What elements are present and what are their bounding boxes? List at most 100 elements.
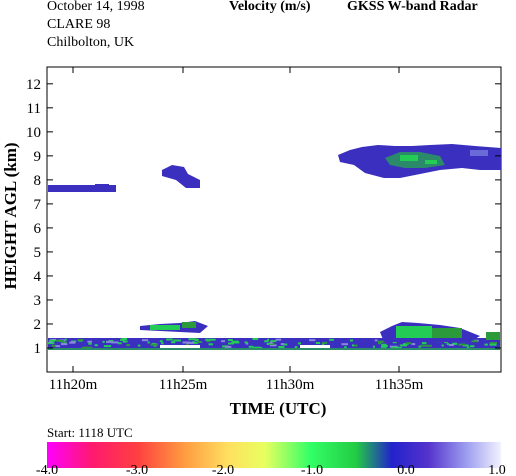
location-label: Chilbolton, UK [47,35,135,50]
echo-boundary-speckle [426,344,432,347]
y-tick-label: 10 [26,125,41,141]
echo-boundary-speckle [278,346,285,348]
echo-boundary-speckle [269,341,273,344]
echo-boundary-speckle [275,338,282,341]
y-tick-label: 6 [34,221,42,237]
instrument-title: GKSS W-band Radar [347,0,478,14]
colorbar-tick-label: 0.0 [397,463,415,476]
echo-boundary-speckle [126,344,130,347]
echo-boundary-speckle [252,338,259,340]
colorbar-ticks: -4.0 -3.0 -2.0 -1.0 0.0 1.0 [36,463,506,476]
echo-boundary-speckle [252,346,260,349]
echo-boundary-speckle [380,345,387,348]
echo-ground-line [48,348,500,350]
echo-boundary-speckle [161,342,164,345]
echo-boundary-speckle [489,342,497,345]
echo-boundary-speckle [267,338,270,341]
y-tick-label: 3 [34,293,42,309]
echo-boundary-speckle [122,340,128,343]
echo-boundary-speckle [206,340,211,343]
echo-shallow-cloud-3 [486,332,500,340]
echo-boundary-speckle [48,342,55,345]
echo-boundary-speckle [171,341,175,344]
echo-boundary-speckle [173,339,182,342]
echo-gap [300,345,330,348]
echo-boundary-speckle [444,341,448,344]
echo-boundary-speckle [315,342,321,344]
echo-boundary-speckle [64,338,67,341]
echo-boundary-speckle [117,342,122,345]
echo-boundary-speckle [208,343,214,346]
echo-boundary-speckle [462,344,469,347]
echo-boundary-speckle [392,341,397,344]
echo-boundary-speckle [137,344,141,347]
echo-boundary-speckle [399,344,407,347]
echo-cirrus-left [48,185,116,192]
echo-boundary-speckle [448,344,454,346]
echo-boundary-speckle [61,343,68,346]
echo-boundary-speckle [232,341,240,344]
echo-boundary-speckle [256,346,263,349]
echo-boundary-speckle [378,342,382,345]
echo-boundary-speckle [264,340,269,343]
echo-boundary-speckle [81,346,87,349]
echo-boundary-speckle [147,341,150,344]
echo-boundary-speckle [269,344,277,347]
y-tick-label: 2 [34,317,42,333]
echo-boundary-speckle [182,341,190,344]
echo-boundary-speckle [70,341,75,344]
echo-boundary-speckle [85,346,93,349]
echo-boundary-speckle [344,346,347,349]
colorbar-tick-label: -1.0 [301,463,323,476]
echo-cloud-upper-light [470,150,488,156]
echo-boundary-speckle [466,346,470,349]
echo-cloud-upper-green [400,155,418,161]
colorbar-tick-label: -2.0 [212,463,234,476]
echo-boundary-speckle [294,346,298,349]
echo-boundary-speckle [103,345,112,348]
echo-boundary-speckle [196,341,203,343]
echo-boundary-speckle [205,338,209,341]
echo-boundary-speckle [55,345,61,348]
echo-boundary-speckle [248,345,254,348]
echo-shallow-cloud-1-core [150,325,180,330]
echo-boundary-speckle [56,339,60,342]
x-tick-label: 11h25m [159,377,208,393]
echo-boundary-speckle [266,343,270,345]
echo-boundary-speckle [329,338,334,341]
echo-boundary-speckle [349,339,354,342]
echo-cirrus-left-top [95,184,109,186]
echo-cloud-mid [162,165,200,188]
echo-boundary-speckle [228,342,234,345]
echo-boundary-speckle [49,339,55,342]
echo-boundary-speckle [297,342,301,345]
echo-boundary-speckle [418,345,422,348]
echo-boundary-speckle [227,339,233,341]
echo-boundary-speckle [58,340,64,342]
echo-boundary-speckle [188,338,197,341]
y-tick-label: 7 [34,197,42,213]
echo-shallow-cloud-1-core2 [182,322,196,328]
echo-shallow-cloud-2-core2 [432,328,462,338]
x-tick-label: 11h20m [49,377,98,393]
echo-boundary-speckle [194,339,199,341]
echo-boundary-speckle [106,340,111,343]
y-tick-label: 11 [27,101,41,117]
echo-boundary-speckle [405,342,411,345]
echo-boundary-speckle [141,339,149,342]
echo-boundary-speckle [374,339,378,342]
echo-boundary-speckle [411,343,416,346]
echo-boundary-speckle [484,343,488,346]
start-time-label: Start: 1118 UTC [47,425,133,440]
echo-boundary-speckle [471,340,478,343]
x-tick-label: 11h35m [375,377,424,393]
echo-boundary-speckle [453,342,458,345]
echo-boundary-speckle [208,338,216,341]
y-tick-label: 9 [34,149,42,165]
echo-boundary-speckle [458,343,466,346]
echo-boundary-speckle [159,340,163,343]
data-layer [48,144,501,350]
echo-boundary-speckle [372,345,376,348]
echo-boundary-speckle [441,344,444,347]
